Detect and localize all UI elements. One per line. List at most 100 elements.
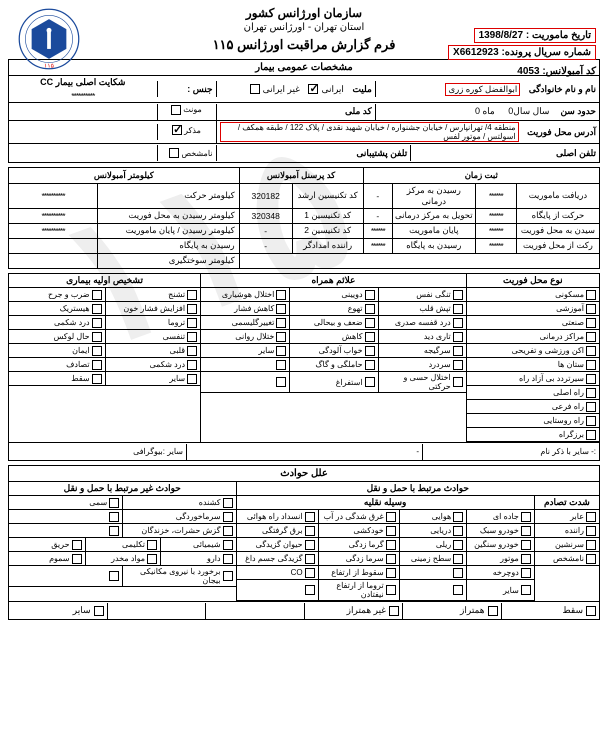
- checkbox[interactable]: [365, 360, 375, 370]
- check-item: سایر: [466, 580, 534, 601]
- checkbox[interactable]: [453, 568, 463, 578]
- checkbox[interactable]: [521, 526, 531, 536]
- checkbox[interactable]: [521, 554, 531, 564]
- checkbox[interactable]: [365, 377, 375, 387]
- checkbox[interactable]: [586, 540, 596, 550]
- sex-u-checkbox[interactable]: [169, 148, 179, 158]
- checkbox[interactable]: [586, 554, 596, 564]
- checkbox[interactable]: [521, 585, 531, 595]
- checkbox[interactable]: [187, 318, 197, 328]
- checkbox[interactable]: [586, 374, 596, 384]
- checkbox[interactable]: [223, 498, 233, 508]
- checkbox[interactable]: [521, 512, 531, 522]
- col-a-title: شدت تصادم: [535, 496, 599, 510]
- checkbox[interactable]: [453, 360, 463, 370]
- checkbox[interactable]: [276, 360, 286, 370]
- checkbox[interactable]: [586, 388, 596, 398]
- checkbox[interactable]: [147, 554, 157, 564]
- checkbox[interactable]: [365, 332, 375, 342]
- checkbox[interactable]: [586, 416, 596, 426]
- checkbox[interactable]: [109, 498, 119, 508]
- checkbox[interactable]: [72, 540, 82, 550]
- checkbox[interactable]: [386, 585, 396, 595]
- checkbox[interactable]: [92, 290, 102, 300]
- checkbox[interactable]: [223, 554, 233, 564]
- checkbox[interactable]: [92, 346, 102, 356]
- checkbox[interactable]: [586, 402, 596, 412]
- checkbox[interactable]: [453, 290, 463, 300]
- checkbox[interactable]: [453, 318, 463, 328]
- checkbox[interactable]: [223, 540, 233, 550]
- checkbox[interactable]: [94, 606, 104, 616]
- checkbox[interactable]: [92, 332, 102, 342]
- checkbox[interactable]: [187, 346, 197, 356]
- checkbox[interactable]: [92, 374, 102, 384]
- natcode-label: کد ملی: [345, 106, 372, 117]
- checkbox[interactable]: [305, 540, 315, 550]
- checkbox[interactable]: [92, 318, 102, 328]
- checkbox[interactable]: [386, 540, 396, 550]
- checkbox[interactable]: [365, 290, 375, 300]
- checkbox[interactable]: [92, 360, 102, 370]
- checkbox[interactable]: [453, 554, 463, 564]
- checkbox[interactable]: [187, 374, 197, 384]
- sex-m-checkbox[interactable]: [172, 125, 182, 135]
- checkbox[interactable]: [453, 332, 463, 342]
- checkbox[interactable]: [276, 318, 286, 328]
- checkbox[interactable]: [521, 540, 531, 550]
- checkbox[interactable]: [187, 304, 197, 314]
- checkbox[interactable]: [305, 585, 315, 595]
- checkbox[interactable]: [386, 512, 396, 522]
- checkbox[interactable]: [586, 290, 596, 300]
- checkbox[interactable]: [109, 526, 119, 536]
- checkbox[interactable]: [586, 512, 596, 522]
- checkbox[interactable]: [305, 512, 315, 522]
- checkbox[interactable]: [187, 290, 197, 300]
- checkbox[interactable]: [586, 430, 596, 440]
- checkbox[interactable]: [453, 346, 463, 356]
- checkbox[interactable]: [586, 318, 596, 328]
- checkbox[interactable]: [92, 304, 102, 314]
- checkbox[interactable]: [365, 318, 375, 328]
- checkbox[interactable]: [521, 568, 531, 578]
- checkbox[interactable]: [365, 346, 375, 356]
- checkbox[interactable]: [276, 346, 286, 356]
- checkbox[interactable]: [586, 304, 596, 314]
- nat-ir-checkbox[interactable]: [308, 84, 318, 94]
- checkbox[interactable]: [72, 554, 82, 564]
- checkbox[interactable]: [453, 526, 463, 536]
- checkbox[interactable]: [187, 332, 197, 342]
- checkbox[interactable]: [386, 568, 396, 578]
- checkbox[interactable]: [453, 304, 463, 314]
- checkbox[interactable]: [276, 332, 286, 342]
- checkbox[interactable]: [276, 304, 286, 314]
- checkbox[interactable]: [305, 526, 315, 536]
- checkbox[interactable]: [276, 377, 286, 387]
- checkbox[interactable]: [223, 512, 233, 522]
- checkbox[interactable]: [453, 585, 463, 595]
- checkbox[interactable]: [586, 346, 596, 356]
- checkbox[interactable]: [586, 606, 596, 616]
- checkbox[interactable]: [223, 526, 233, 536]
- sex-f-checkbox[interactable]: [171, 105, 181, 115]
- checkbox[interactable]: [453, 377, 463, 387]
- checkbox[interactable]: [305, 568, 315, 578]
- checkbox[interactable]: [389, 606, 399, 616]
- checkbox[interactable]: [223, 571, 233, 581]
- checkbox[interactable]: [453, 540, 463, 550]
- checkbox[interactable]: [488, 606, 498, 616]
- checkbox[interactable]: [586, 526, 596, 536]
- checkbox[interactable]: [147, 540, 157, 550]
- checkbox[interactable]: [386, 526, 396, 536]
- checkbox[interactable]: [453, 512, 463, 522]
- checkbox[interactable]: [365, 304, 375, 314]
- checkbox[interactable]: [586, 332, 596, 342]
- checkbox[interactable]: [109, 571, 119, 581]
- checkbox[interactable]: [276, 290, 286, 300]
- checkbox[interactable]: [109, 512, 119, 522]
- checkbox[interactable]: [386, 554, 396, 564]
- checkbox[interactable]: [305, 554, 315, 564]
- checkbox[interactable]: [187, 360, 197, 370]
- nat-nonir-checkbox[interactable]: [250, 84, 260, 94]
- checkbox[interactable]: [586, 360, 596, 370]
